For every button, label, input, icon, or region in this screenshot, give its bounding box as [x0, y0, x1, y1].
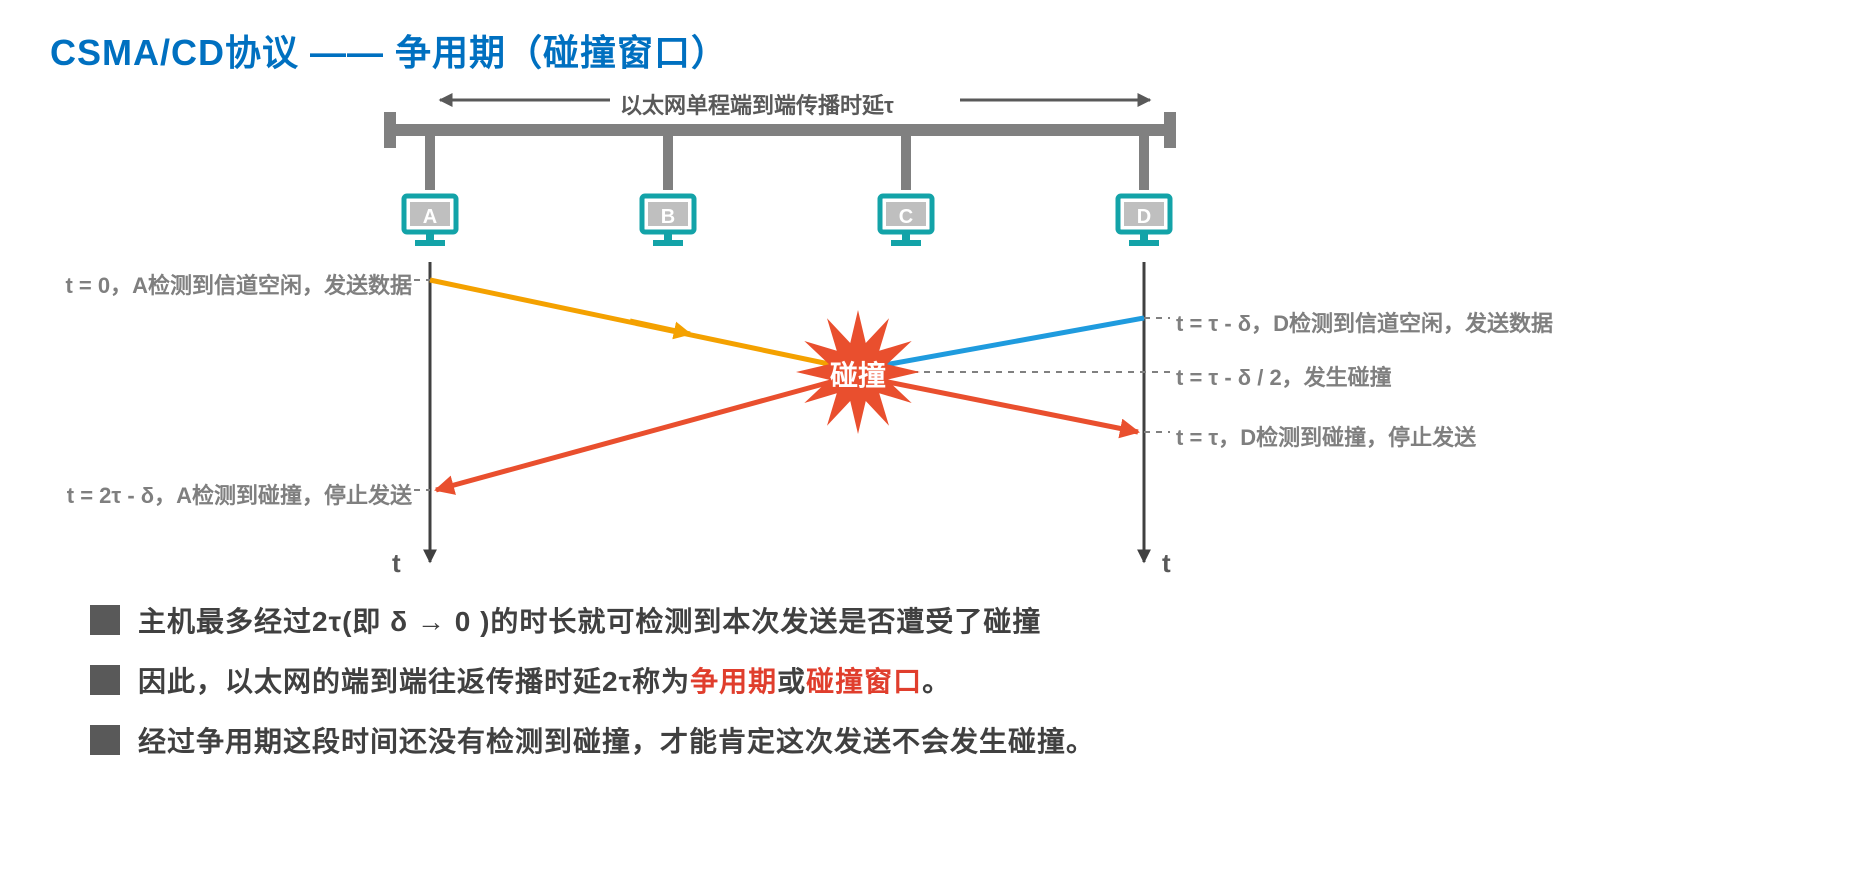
bullet-item: 因此，以太网的端到端往返传播时延2τ称为争用期或碰撞窗口。 — [90, 660, 1095, 700]
bullet-text: 主机最多经过2τ(即 δ → 0 )的时长就可检测到本次发送是否遭受了碰撞 — [138, 600, 1041, 640]
bullet-square-icon — [90, 605, 120, 635]
host-label-b: B — [647, 206, 689, 229]
host-label-a: A — [409, 206, 451, 229]
axis-label-right: t — [1162, 548, 1171, 579]
bullet-list: 主机最多经过2τ(即 δ → 0 )的时长就可检测到本次发送是否遭受了碰撞 因此… — [90, 600, 1095, 780]
csma-cd-diagram — [0, 0, 1859, 600]
bullet-text: 经过争用期这段时间还没有检测到碰撞，才能肯定这次发送不会发生碰撞。 — [138, 720, 1095, 760]
axis-label-left: t — [392, 548, 401, 579]
host-label-d: D — [1123, 206, 1165, 229]
bullet-item: 经过争用期这段时间还没有检测到碰撞，才能肯定这次发送不会发生碰撞。 — [90, 720, 1095, 760]
bullet-square-icon — [90, 665, 120, 695]
bullet-item: 主机最多经过2τ(即 δ → 0 )的时长就可检测到本次发送是否遭受了碰撞 — [90, 600, 1095, 640]
collision-star-label: 碰撞 — [828, 354, 888, 394]
bullet-text: 因此，以太网的端到端往返传播时延2τ称为争用期或碰撞窗口。 — [138, 660, 951, 700]
annot-collision: t = τ - δ / 2，发生碰撞 — [1176, 360, 1392, 392]
annot-d-detect: t = τ，D检测到碰撞，停止发送 — [1176, 420, 1476, 452]
annot-a-start: t = 0，A检测到信道空闲，发送数据 — [22, 268, 412, 300]
bullet-square-icon — [90, 725, 120, 755]
host-label-c: C — [885, 206, 927, 229]
annot-a-detect: t = 2τ - δ，A检测到碰撞，停止发送 — [22, 478, 412, 510]
annot-d-start: t = τ - δ，D检测到信道空闲，发送数据 — [1176, 306, 1553, 338]
